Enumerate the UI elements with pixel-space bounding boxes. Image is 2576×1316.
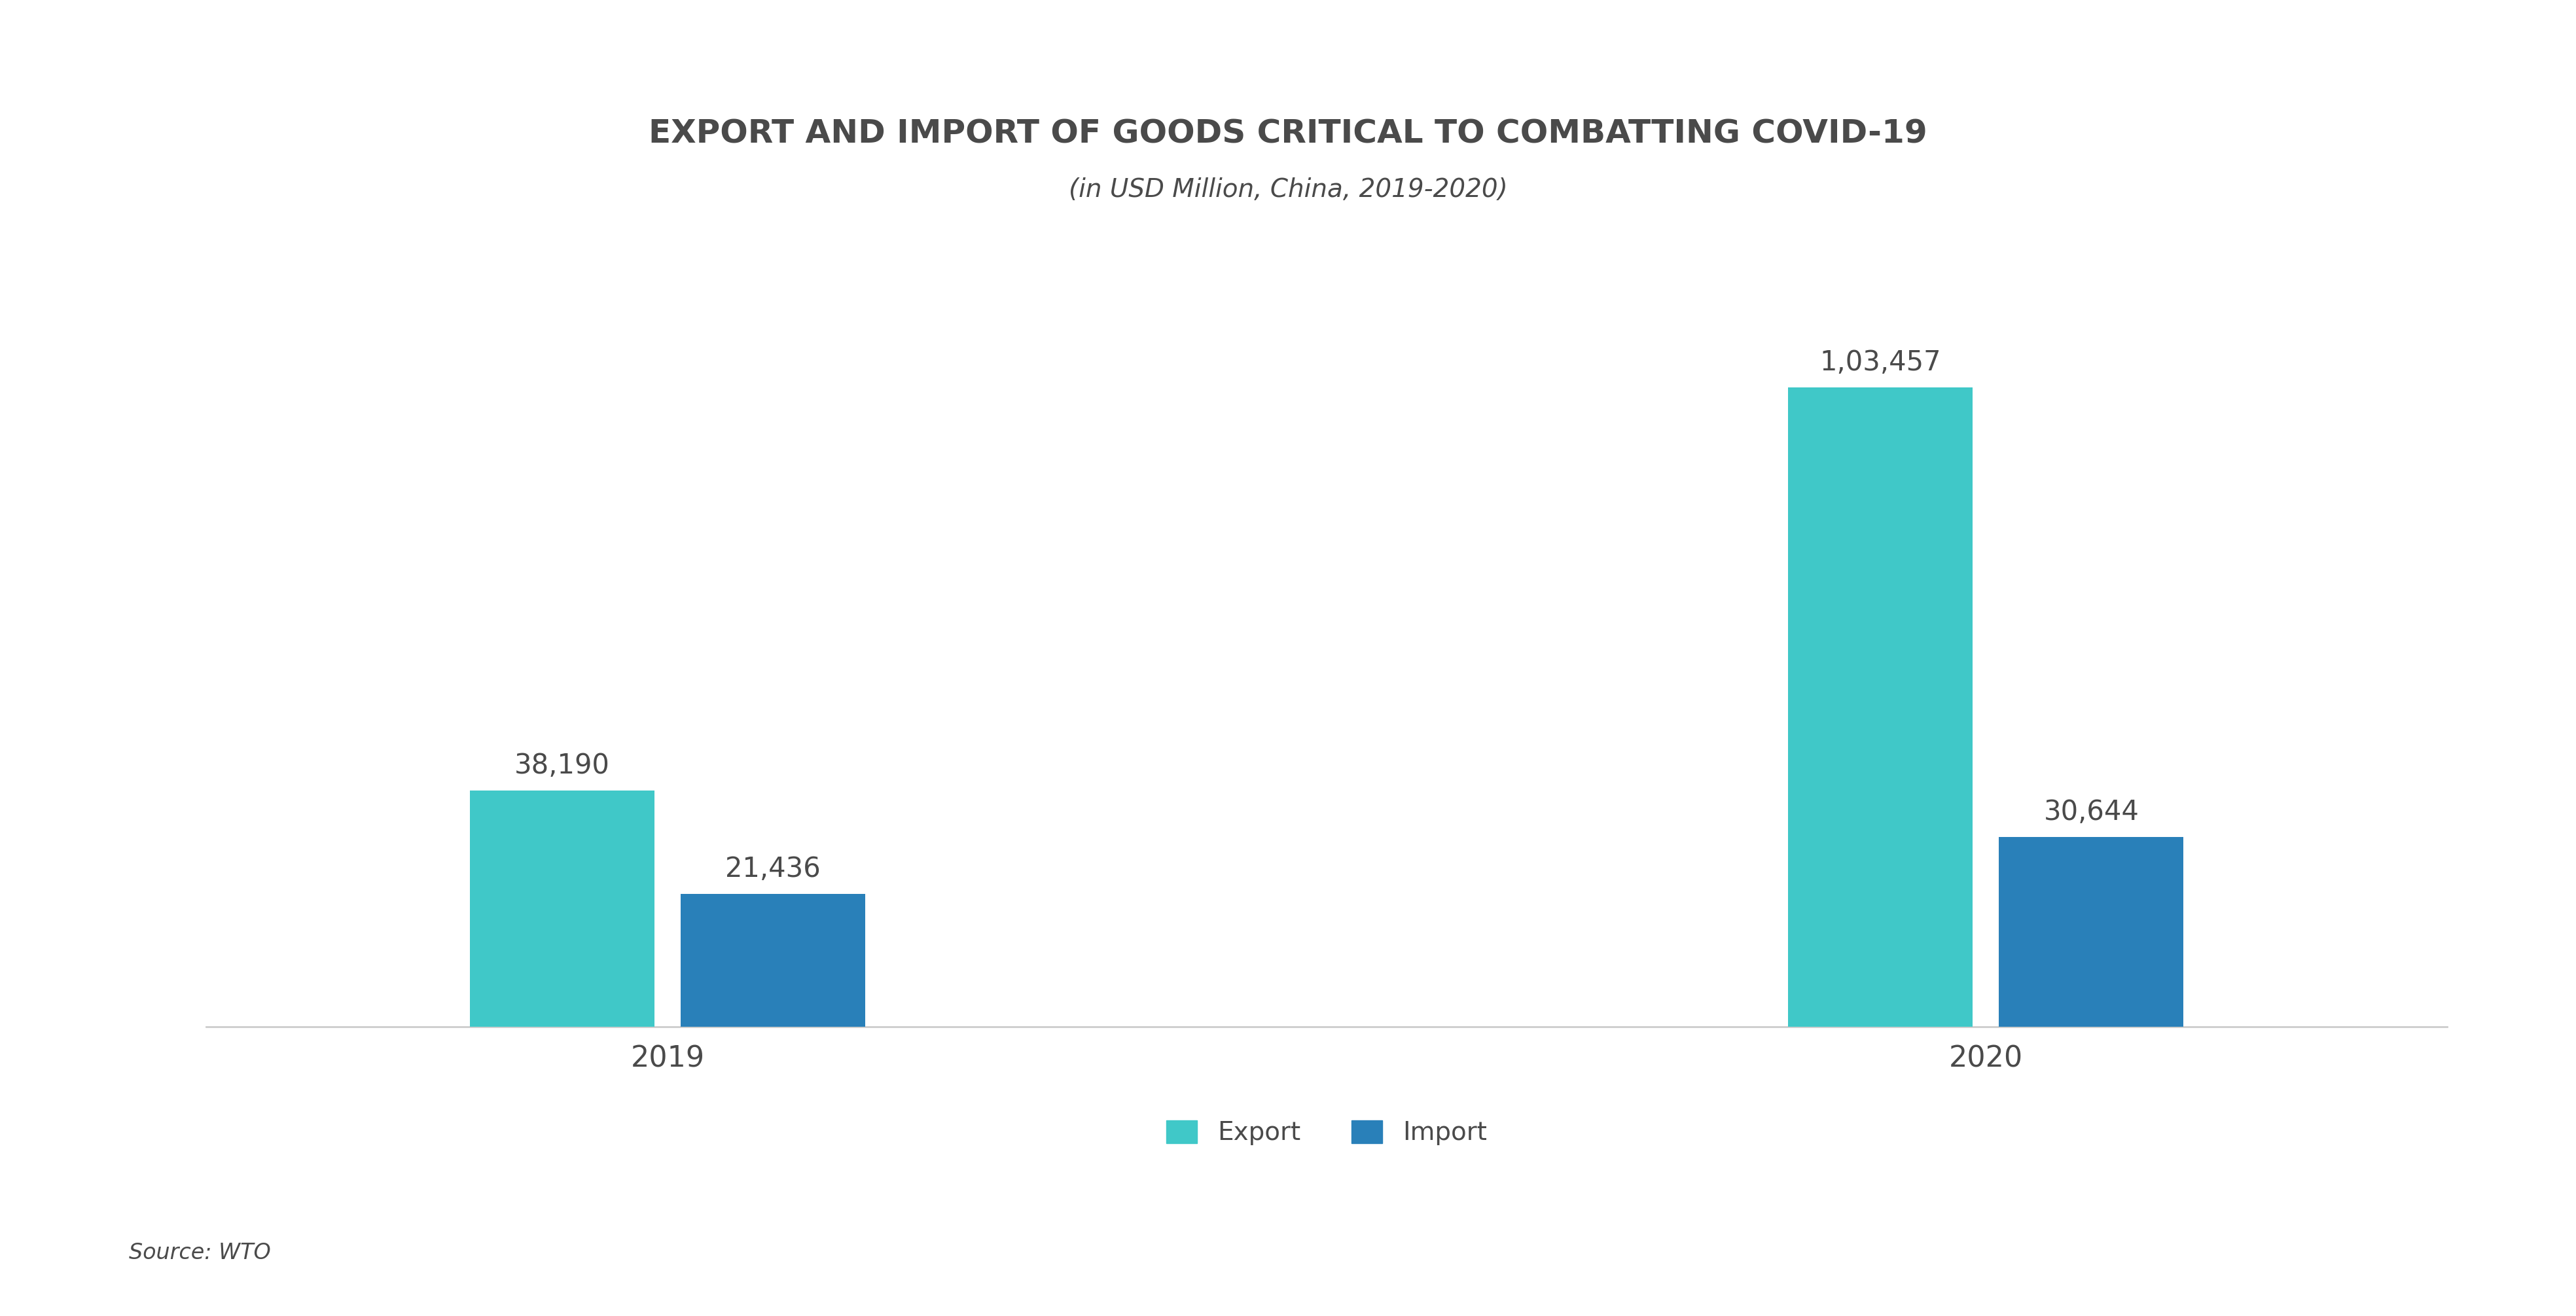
- Bar: [1999, 837, 2184, 1026]
- Legend: Export, Import: Export, Import: [1154, 1108, 1499, 1158]
- Text: EXPORT AND IMPORT OF GOODS CRITICAL TO COMBATTING COVID-19: EXPORT AND IMPORT OF GOODS CRITICAL TO C…: [649, 118, 1927, 150]
- Text: 21,436: 21,436: [726, 855, 822, 883]
- Bar: [469, 791, 654, 1026]
- Text: 30,644: 30,644: [2043, 799, 2138, 826]
- Bar: [1788, 388, 1973, 1026]
- Text: 38,190: 38,190: [515, 751, 611, 779]
- Text: Source: WTO: Source: WTO: [129, 1242, 270, 1263]
- Text: (in USD Million, China, 2019-2020): (in USD Million, China, 2019-2020): [1069, 178, 1507, 203]
- Bar: [680, 894, 866, 1026]
- Text: 1,03,457: 1,03,457: [1819, 349, 1942, 376]
